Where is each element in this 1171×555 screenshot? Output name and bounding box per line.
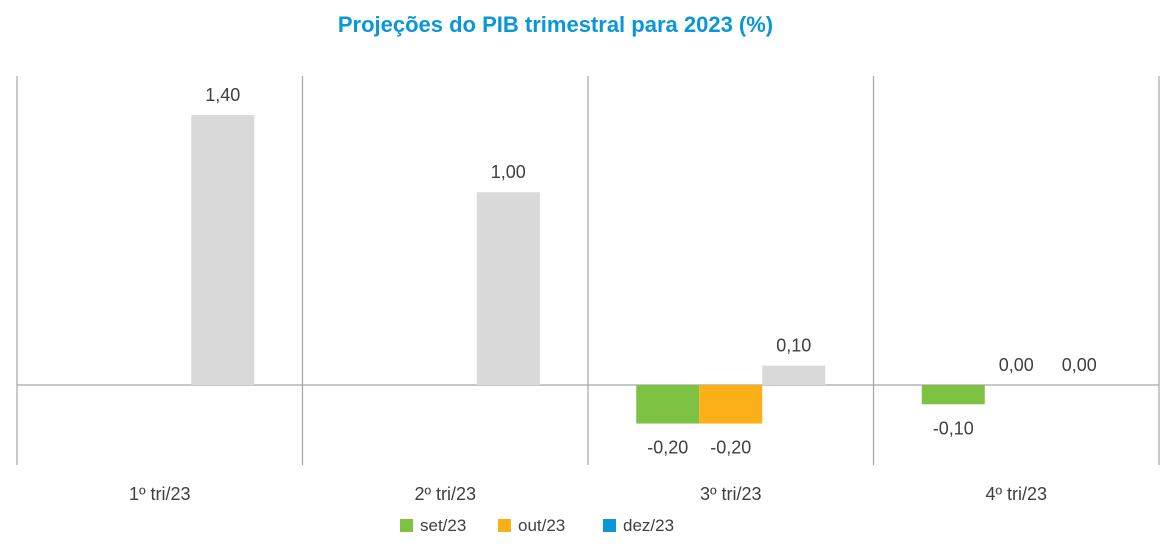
- legend-swatch: [603, 519, 616, 532]
- data-label: -0,20: [710, 438, 751, 458]
- bar-highlight: [476, 192, 540, 385]
- x-tick-label: 1º tri/23: [129, 484, 191, 504]
- bar-out-23: [699, 385, 763, 424]
- data-label: 0,00: [999, 355, 1034, 375]
- x-tick-label: 3º tri/23: [700, 484, 762, 504]
- legend-label: set/23: [420, 516, 466, 535]
- data-label: 0,00: [1062, 355, 1097, 375]
- legend-swatch: [498, 519, 511, 532]
- legend-swatch: [400, 519, 413, 532]
- x-tick-label: 2º tri/23: [414, 484, 476, 504]
- data-label: 0,10: [776, 336, 811, 356]
- bar-set-23: [921, 385, 985, 405]
- data-label: -0,20: [647, 438, 688, 458]
- chart-title: Projeções do PIB trimestral para 2023 (%…: [337, 12, 774, 37]
- data-label: -0,10: [933, 418, 974, 438]
- legend-label: dez/23: [623, 516, 674, 535]
- data-label: 1,40: [205, 85, 240, 105]
- legend-label: out/23: [518, 516, 565, 535]
- data-label: 1,00: [491, 162, 526, 182]
- bar-set-23: [636, 385, 700, 424]
- x-tick-label: 4º tri/23: [985, 484, 1047, 504]
- bar-highlight: [762, 365, 826, 385]
- bar-highlight: [191, 115, 255, 385]
